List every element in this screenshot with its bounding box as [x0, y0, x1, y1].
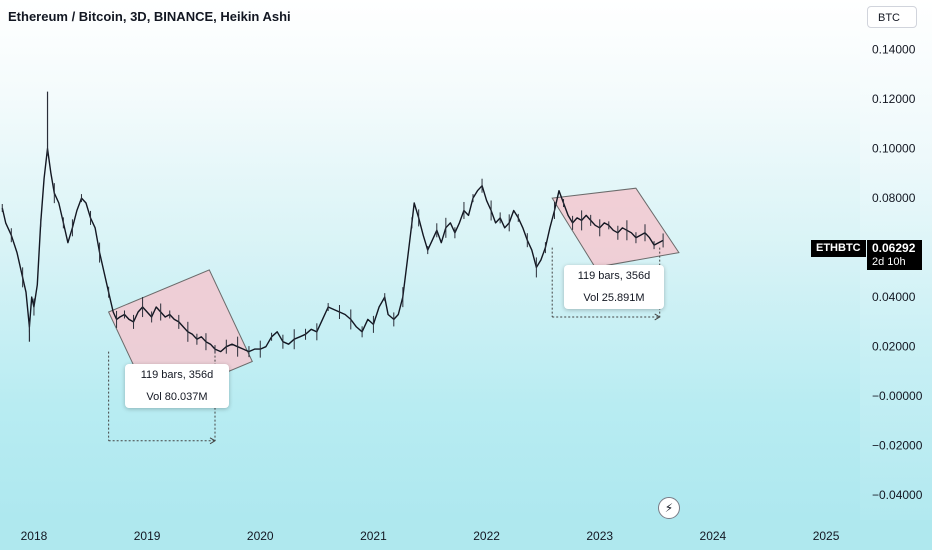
- y-tick-label: 0.08000: [872, 191, 916, 205]
- price-line: [1, 147, 664, 353]
- y-tick-label: −0.00000: [872, 389, 923, 403]
- plot-area[interactable]: [0, 0, 860, 520]
- x-tick-label: 2021: [360, 529, 387, 543]
- last-price-label: 0.06292 2d 10h: [867, 240, 922, 270]
- y-tick-label: 0.02000: [872, 340, 916, 354]
- chart-title: Ethereum / Bitcoin, 3D, BINANCE, Heikin …: [8, 9, 291, 24]
- y-tick-label: 0.04000: [872, 290, 916, 304]
- time-axis[interactable]: [0, 520, 932, 550]
- measure-arrow: [209, 437, 216, 445]
- measure-vol-text: Vol 80.037M: [146, 391, 208, 403]
- bar-countdown: 2d 10h: [872, 256, 906, 268]
- ticker-label: ETHBTC: [811, 240, 866, 257]
- measure-rectangle-2: [551, 187, 680, 268]
- y-tick-label: 0.12000: [872, 92, 916, 106]
- y-tick-label: −0.02000: [872, 439, 923, 453]
- measure-bars-text: 119 bars, 356d: [140, 369, 214, 381]
- x-tick-label: 2024: [700, 529, 727, 543]
- x-tick-label: 2025: [813, 529, 840, 543]
- x-tick-label: 2022: [473, 529, 500, 543]
- lightning-icon[interactable]: ⚡︎: [658, 497, 680, 519]
- x-tick-label: 2023: [586, 529, 613, 543]
- x-tick-label: 2020: [247, 529, 274, 543]
- measure-info-box-1: 119 bars, 356d Vol 80.037M: [125, 364, 229, 408]
- y-tick-labels: 0.140000.120000.100000.080000.060000.040…: [872, 43, 923, 503]
- x-tick-label: 2019: [134, 529, 161, 543]
- measure-arrow: [654, 313, 661, 321]
- measure-bars-text: 119 bars, 356d: [577, 270, 651, 282]
- price-series: [1, 91, 664, 358]
- y-tick-label: 0.10000: [872, 142, 916, 156]
- measure-vol-text: Vol 25.891M: [583, 292, 645, 304]
- y-tick-label: 0.14000: [872, 43, 916, 57]
- x-tick-label: 2018: [21, 529, 48, 543]
- x-tick-labels: 2018 2019 2020 2021 2022 2023 2024 2025: [21, 529, 840, 543]
- last-price-value: 0.06292: [872, 241, 916, 255]
- currency-selector[interactable]: BTC: [867, 6, 917, 28]
- y-tick-label: −0.04000: [872, 488, 923, 502]
- measure-info-box-2: 119 bars, 356d Vol 25.891M: [564, 265, 664, 309]
